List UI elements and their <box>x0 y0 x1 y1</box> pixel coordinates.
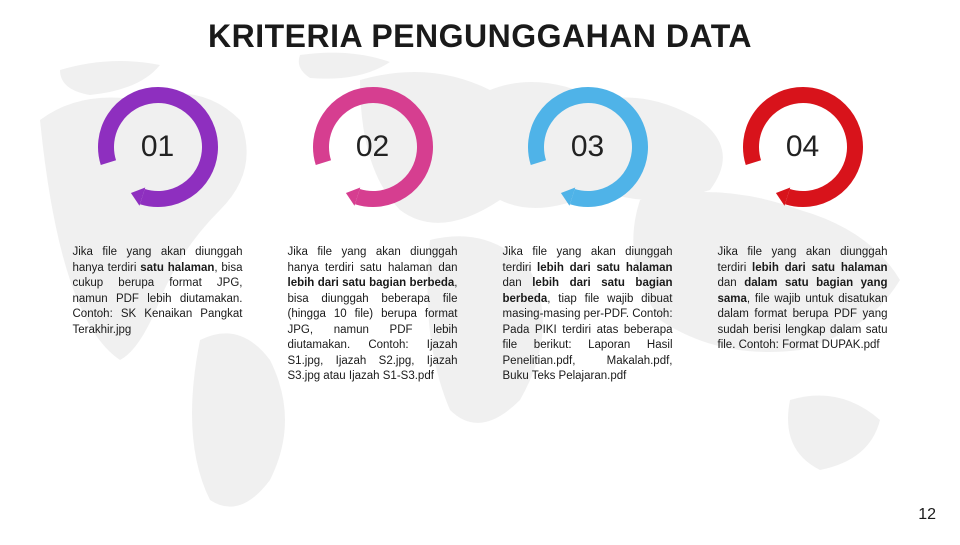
ring-01: 01 <box>88 77 228 217</box>
desc-01: Jika file yang akan diunggah hanya terdi… <box>73 245 243 338</box>
ring-number-03: 03 <box>571 130 604 164</box>
column-02: 02 Jika file yang akan diunggah hanya te… <box>279 77 466 385</box>
desc-02: Jika file yang akan diunggah hanya terdi… <box>288 245 458 385</box>
column-04: 04 Jika file yang akan diunggah terdiri … <box>709 77 896 385</box>
column-01: 01 Jika file yang akan diunggah hanya te… <box>64 77 251 385</box>
ring-02: 02 <box>303 77 443 217</box>
ring-03: 03 <box>518 77 658 217</box>
columns-container: 01 Jika file yang akan diunggah hanya te… <box>40 77 920 385</box>
ring-number-04: 04 <box>786 130 819 164</box>
ring-04: 04 <box>733 77 873 217</box>
page-title: KRITERIA PENGUNGGAHAN DATA <box>40 18 920 55</box>
desc-04: Jika file yang akan diunggah terdiri leb… <box>718 245 888 354</box>
column-03: 03 Jika file yang akan diunggah terdiri … <box>494 77 681 385</box>
desc-03: Jika file yang akan diunggah terdiri leb… <box>503 245 673 385</box>
page-number: 12 <box>918 506 936 524</box>
ring-number-01: 01 <box>141 130 174 164</box>
ring-number-02: 02 <box>356 130 389 164</box>
